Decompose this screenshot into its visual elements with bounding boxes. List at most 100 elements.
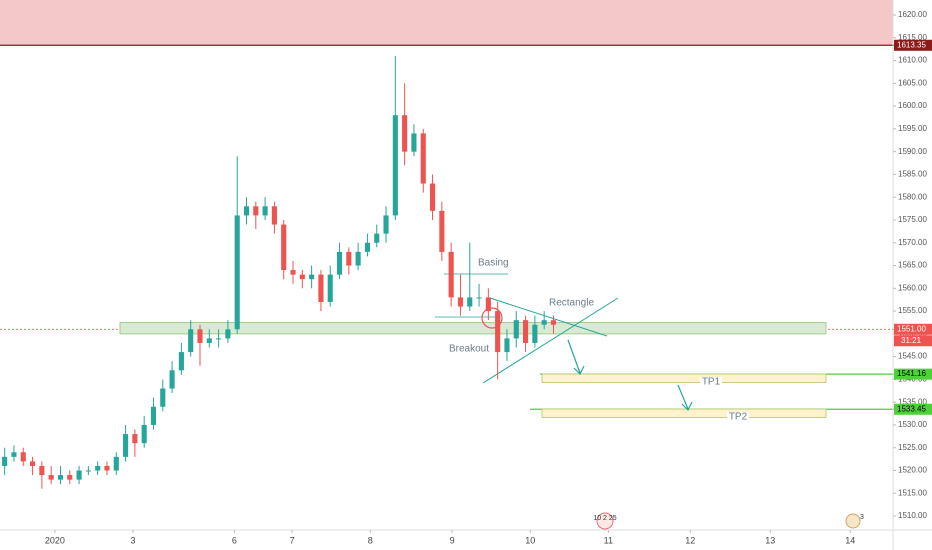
support-zone bbox=[119, 322, 827, 335]
candle-body bbox=[2, 456, 8, 466]
candle-body bbox=[364, 242, 370, 252]
candle-body bbox=[504, 338, 510, 353]
y-tick-label: 1525.00 bbox=[898, 443, 927, 452]
y-tick-label: 1620.00 bbox=[898, 10, 927, 19]
candle-body bbox=[429, 183, 436, 211]
y-tick-label: 1515.00 bbox=[898, 488, 927, 497]
y-tick-label: 1585.00 bbox=[898, 170, 927, 179]
y-tick-label: 1535.00 bbox=[898, 397, 927, 406]
candle-body bbox=[132, 434, 138, 444]
y-tick-label: 1530.00 bbox=[898, 420, 927, 429]
candle-body bbox=[448, 251, 454, 298]
candle-body bbox=[113, 456, 119, 471]
candle-body bbox=[402, 115, 408, 152]
x-tick-label: 3 bbox=[131, 535, 136, 545]
candle-body bbox=[225, 329, 231, 339]
candle-body bbox=[392, 115, 398, 216]
label-bg bbox=[700, 377, 722, 388]
resistance-zone bbox=[0, 0, 893, 46]
candle-body bbox=[346, 251, 352, 266]
candle-body bbox=[383, 215, 389, 234]
candle-body bbox=[67, 475, 73, 480]
candle-body bbox=[485, 297, 491, 312]
event-label: 10 2 25 bbox=[593, 515, 616, 522]
price-tag bbox=[894, 39, 932, 51]
trend-line bbox=[482, 297, 619, 384]
candle-body bbox=[160, 388, 166, 407]
price-tag-label: 1551.00 bbox=[897, 324, 926, 333]
candle-body bbox=[467, 297, 473, 307]
price-tag bbox=[894, 403, 932, 415]
x-tick-label: 9 bbox=[450, 535, 455, 545]
countdown-tag bbox=[894, 335, 932, 347]
candle-body bbox=[216, 338, 222, 340]
x-tick-label: 11 bbox=[604, 535, 613, 545]
candle-body bbox=[178, 352, 184, 371]
candle-body bbox=[476, 297, 482, 299]
candle-body bbox=[85, 470, 91, 472]
candle-body bbox=[243, 206, 250, 216]
candle-body bbox=[271, 206, 277, 225]
y-tick-label: 1510.00 bbox=[898, 511, 927, 520]
candle-body bbox=[299, 274, 305, 280]
axis-layer: 1510.00 1515.00 1520.00 1525.00 1530.00 1535.… bbox=[45, 10, 932, 545]
annotation: Breakout bbox=[449, 344, 489, 355]
candle-body bbox=[420, 133, 426, 184]
event-badge[interactable] bbox=[596, 512, 614, 530]
y-tick-label: 1520.00 bbox=[898, 466, 927, 475]
y-tick-label: 1605.00 bbox=[898, 78, 927, 87]
candle-body bbox=[290, 270, 296, 275]
tp2-zone bbox=[541, 408, 827, 418]
candle-body bbox=[197, 329, 203, 343]
candle-body bbox=[411, 133, 417, 152]
annotation: Basing bbox=[478, 258, 509, 269]
candle-body bbox=[48, 475, 54, 480]
annotation: Rectangle bbox=[549, 298, 594, 309]
event-badge[interactable] bbox=[845, 513, 861, 529]
candle-body bbox=[150, 406, 157, 425]
x-tick-label: 6 bbox=[232, 535, 237, 545]
candle-body bbox=[523, 320, 529, 343]
candle-body bbox=[20, 452, 26, 462]
price-tag-label: 1541.16 bbox=[897, 369, 926, 378]
candle-body bbox=[57, 475, 64, 480]
y-tick-label: 1545.00 bbox=[898, 352, 927, 361]
label-bg bbox=[727, 412, 749, 423]
y-tick-label: 1610.00 bbox=[898, 56, 927, 65]
arrow bbox=[677, 384, 693, 412]
y-tick-label: 1580.00 bbox=[898, 192, 927, 201]
candle-body bbox=[95, 465, 101, 471]
candle-body bbox=[123, 434, 129, 457]
x-tick-label: 2020 bbox=[45, 535, 65, 545]
x-tick-label: 10 bbox=[525, 535, 535, 545]
candle-body bbox=[234, 215, 240, 330]
countdown-label: 31:21 bbox=[901, 336, 922, 345]
y-tick-label: 1560.00 bbox=[898, 283, 927, 292]
candle-body bbox=[336, 251, 343, 275]
candle-body bbox=[206, 338, 212, 343]
price-tag bbox=[894, 368, 932, 380]
y-tick-label: 1590.00 bbox=[898, 147, 927, 156]
candle-body bbox=[457, 297, 464, 307]
x-tick-label: 7 bbox=[290, 535, 295, 545]
plot-layer bbox=[2, 55, 557, 489]
y-tick-label: 1600.00 bbox=[898, 101, 927, 110]
event-label: 3 bbox=[860, 514, 864, 521]
y-tick-label: 1615.00 bbox=[898, 33, 927, 42]
trend-line bbox=[489, 297, 608, 337]
candle-body bbox=[39, 465, 45, 476]
candle-body bbox=[104, 465, 110, 471]
candle-body bbox=[141, 424, 147, 444]
tp1-zone bbox=[541, 373, 827, 383]
x-tick-label: 8 bbox=[368, 535, 373, 545]
y-tick-label: 1565.00 bbox=[898, 261, 927, 270]
candle-body bbox=[327, 274, 333, 302]
candle-body bbox=[374, 233, 380, 243]
candle-body bbox=[495, 311, 501, 353]
price-tag-label: 1533.45 bbox=[897, 404, 926, 413]
price-tag bbox=[894, 323, 932, 335]
arrow bbox=[567, 339, 585, 376]
y-tick-label: 1555.00 bbox=[898, 306, 927, 315]
candle-body bbox=[76, 470, 82, 480]
candle-body bbox=[262, 206, 268, 216]
